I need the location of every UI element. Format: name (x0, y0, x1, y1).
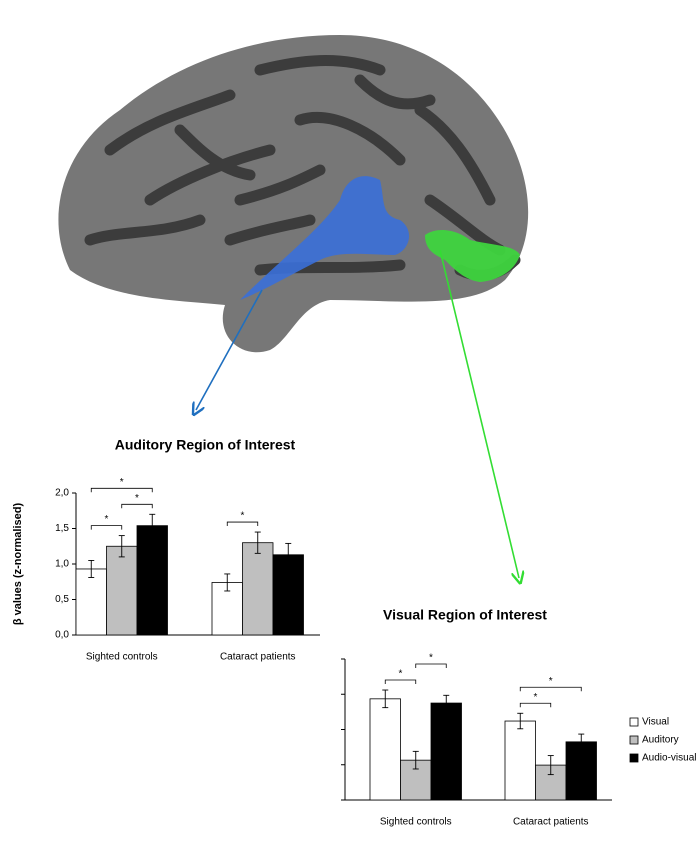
significance-bracket (90, 487, 153, 493)
chart-title: Visual Region of Interest (383, 607, 547, 623)
y-tick-label: 2,0 (55, 488, 69, 499)
x-tick-label: Sighted controls (86, 652, 158, 663)
significance-label: * (399, 669, 403, 680)
bar (106, 545, 138, 636)
error-bar (118, 535, 125, 558)
significance-label: * (135, 493, 139, 504)
significance-bracket (226, 521, 259, 527)
legend-swatch (629, 735, 639, 745)
bar (400, 759, 432, 801)
bar (369, 698, 401, 801)
bar (272, 554, 304, 636)
error-bar (578, 733, 585, 751)
error-bar (149, 513, 156, 538)
legend-swatch (629, 717, 639, 727)
significance-label: * (120, 477, 124, 488)
legend-swatch (629, 753, 639, 763)
significance-label: * (241, 511, 245, 522)
significance-bracket (519, 686, 582, 692)
legend-label: Visual (642, 717, 669, 728)
significance-bracket (90, 525, 123, 530)
legend-label: Audio-visual (642, 753, 696, 764)
bar (242, 542, 274, 636)
y-tick-label: 1,5 (55, 523, 69, 534)
x-tick-label: Sighted controls (380, 817, 452, 828)
y-tick-label: 0,0 (55, 630, 69, 641)
significance-bracket (519, 702, 552, 708)
error-bar (88, 560, 95, 578)
significance-label: * (429, 653, 433, 664)
error-bar (547, 755, 554, 776)
brain-image (58, 35, 529, 578)
y-axis-label: β values (z-normalised) (12, 503, 24, 626)
significance-bracket (415, 663, 447, 669)
bar (565, 741, 597, 801)
error-bar (517, 712, 524, 730)
error-bar (382, 689, 389, 709)
x-tick-label: Cataract patients (513, 817, 589, 828)
bar (75, 568, 107, 636)
y-tick-label: 1,0 (55, 559, 69, 570)
error-bar (412, 750, 419, 770)
error-bar (254, 531, 261, 554)
y-tick-label: 0,5 (55, 594, 69, 605)
significance-label: * (534, 692, 538, 703)
bar (430, 702, 462, 801)
significance-label: * (549, 676, 553, 687)
significance-bracket (121, 503, 153, 509)
bar (136, 525, 168, 636)
error-bar (443, 694, 450, 712)
bar (504, 720, 536, 801)
chart-title: Auditory Region of Interest (115, 437, 296, 453)
error-bar (285, 542, 292, 567)
error-bar (224, 573, 231, 592)
significance-label: * (105, 514, 109, 525)
significance-bracket (384, 679, 417, 685)
legend-label: Auditory (642, 735, 679, 746)
x-tick-label: Cataract patients (220, 652, 296, 663)
